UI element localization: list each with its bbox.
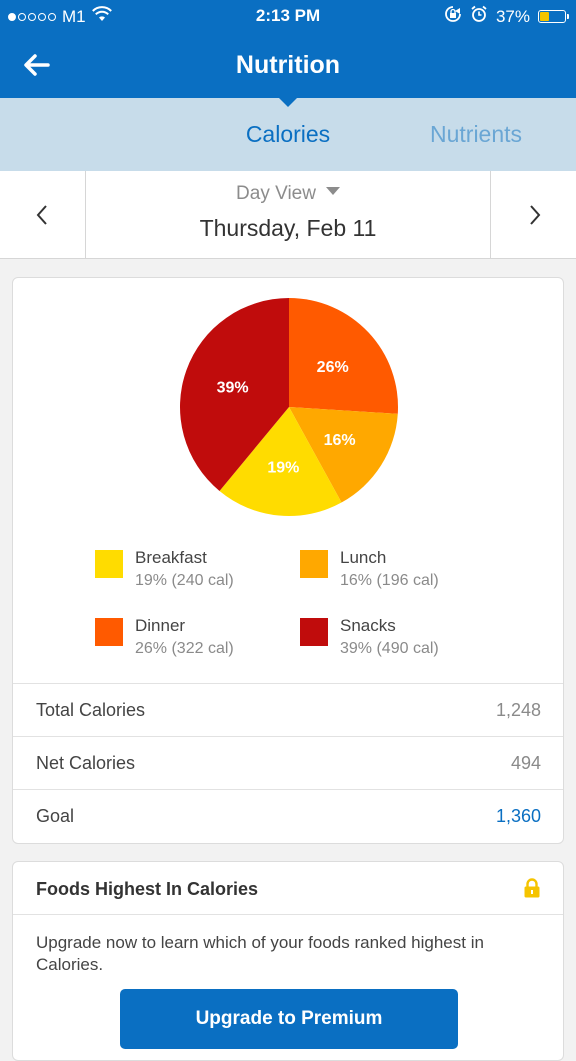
legend-swatch [95,618,123,646]
legend-detail: 39% (490 cal) [340,640,439,657]
legend-name: Snacks [340,616,396,635]
stat-label: Net Calories [36,753,136,773]
chevron-right-icon [530,205,541,225]
stat-label: Total Calories [36,700,146,720]
pie-slice-breakfast [219,407,342,516]
pie-slice-lunch [289,407,398,503]
foods-highest-card: Foods Highest In Calories Upgrade now to… [12,861,564,1061]
chevron-left-icon [36,205,47,225]
tab-nutrients[interactable]: Nutrients [430,121,523,147]
stat-value: 1,248 [495,700,541,720]
day-view-dropdown[interactable]: Day View [0,183,576,205]
stat-value: 1,360 [495,806,541,826]
stat-row-goal[interactable]: Goal 1,360 [13,789,563,842]
status-time: 2:13 PM [255,6,321,25]
back-button[interactable] [20,48,54,82]
calories-summary-card: 26% 16% 19% 39% Breakfast 19% (240 cal) Lun… [12,277,564,844]
back-arrow-icon [24,54,50,76]
signal-strength-icon [8,12,56,21]
calories-pie-chart: 26% 16% 19% 39% [180,298,398,516]
wifi-icon [91,6,112,27]
carrier-name: M1 [62,6,86,26]
rotation-lock-icon [444,5,462,28]
battery-percent: 37% [495,6,530,26]
tab-bar: Calories Nutrients [0,98,576,171]
legend-swatch [95,550,123,578]
legend-name: Lunch [340,548,387,567]
alarm-icon [470,5,488,28]
tab-indicator [278,97,298,107]
pie-slice-dinner [289,298,398,414]
divider [13,914,563,915]
card-title: Foods Highest In Calories [36,879,259,899]
status-left: M1 [8,6,112,27]
stat-label: Goal [36,806,75,826]
caret-down-icon [325,187,340,195]
pie-label-lunch: 16% [324,432,356,449]
tab-calories[interactable]: Calories [245,121,331,147]
pie-label-snacks: 39% [217,380,249,397]
date-navigator: Day View Thursday, Feb 11 [0,171,576,259]
status-bar: M1 2:13 PM 37% [0,0,576,32]
status-right: 37% [444,5,569,28]
upgrade-to-premium-button[interactable]: Upgrade to Premium [120,989,458,1049]
current-date: Thursday, Feb 11 [199,215,377,241]
stat-row-total-calories[interactable]: Total Calories 1,248 [13,683,563,736]
battery-icon [538,10,569,23]
legend-swatch [300,618,328,646]
legend-name: Breakfast [135,548,207,567]
stat-value: 494 [510,753,541,773]
legend-name: Dinner [135,616,186,635]
pie-label-breakfast: 19% [267,460,299,477]
previous-day-button[interactable] [0,171,86,258]
next-day-button[interactable] [490,171,576,258]
pie-label-dinner: 26% [317,359,349,376]
nav-bar: Nutrition [0,32,576,98]
legend-detail: 26% (322 cal) [135,640,234,657]
legend-detail: 16% (196 cal) [340,572,439,589]
page-title: Nutrition [235,51,341,79]
pie-slice-snacks [180,298,289,491]
legend-swatch [300,550,328,578]
upgrade-description: Upgrade now to learn which of your foods… [36,933,484,974]
day-view-label: Day View [236,183,316,204]
lock-icon [523,878,541,903]
stat-row-net-calories[interactable]: Net Calories 494 [13,736,563,789]
legend-detail: 19% (240 cal) [135,572,234,589]
